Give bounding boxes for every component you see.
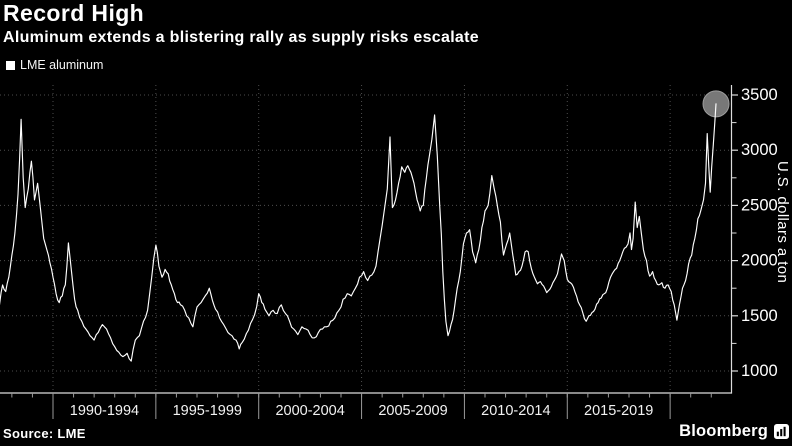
svg-text:2005-2009: 2005-2009 [378,403,447,419]
bloomberg-logo-icon [774,424,789,439]
source-note: Source: LME [3,426,86,441]
svg-text:2000-2004: 2000-2004 [275,403,344,419]
svg-text:1990-1994: 1990-1994 [70,403,139,419]
svg-text:1500: 1500 [741,307,778,325]
svg-text:3500: 3500 [741,86,778,104]
chart-title: Record High [3,0,145,26]
legend-swatch-icon [6,60,15,70]
svg-text:3000: 3000 [741,141,778,159]
chart-subtitle: Aluminum extends a blistering rally as s… [3,29,479,46]
y-axis-title: U.S. dollars a ton [774,161,791,284]
svg-text:1000: 1000 [741,362,778,380]
svg-text:1995-1999: 1995-1999 [173,403,242,419]
svg-text:2015-2019: 2015-2019 [584,403,653,419]
legend-label: LME aluminum [20,58,104,72]
legend: LME aluminum [6,58,103,72]
bloomberg-logo-text: Bloomberg [679,422,768,440]
svg-text:2010-2014: 2010-2014 [481,403,550,419]
bloomberg-brand: Bloomberg [679,422,789,441]
svg-text:2000: 2000 [741,252,778,270]
svg-text:2500: 2500 [741,196,778,214]
